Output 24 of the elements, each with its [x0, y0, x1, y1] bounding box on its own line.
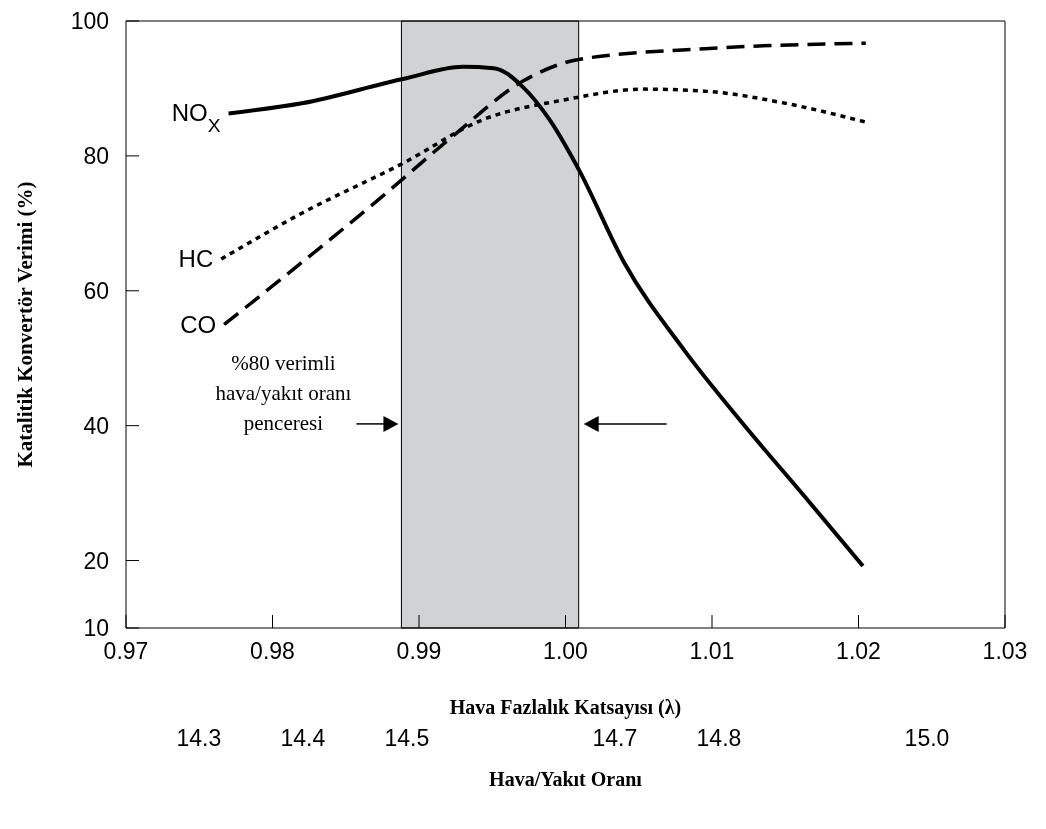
y-tick-label: 40: [83, 412, 109, 439]
y-tick-label: 20: [83, 547, 109, 574]
y-tick-label: 80: [83, 143, 109, 170]
x-tick-label: 1.00: [543, 638, 588, 665]
y-tick-label: 100: [70, 8, 109, 35]
x2-tick-label: 14.4: [280, 725, 326, 751]
x-tick-label: 0.99: [396, 638, 442, 665]
x-tick-label: 1.03: [982, 638, 1028, 665]
x-tick-label: 1.01: [689, 638, 735, 665]
x2-tick-label: 14.3: [176, 725, 222, 751]
series-label: CO: [180, 310, 217, 338]
series-label: NO$_{X}$: [171, 99, 221, 136]
series-label: HC: [178, 245, 214, 273]
x2-tick-label: 14.5: [384, 725, 430, 751]
x2-tick-label: 14.8: [696, 725, 742, 751]
x2-tick-label: 15.0: [904, 725, 950, 751]
x-axis-title: Hava Fazlalık Katsayısı (λ): [449, 696, 682, 719]
x2-tick-label: 14.7: [592, 725, 638, 751]
band-label: %80 verimli hava/yakıt oranı penceresi: [215, 350, 352, 435]
x-tick-label: 0.98: [250, 638, 295, 665]
x-tick-label: 1.02: [836, 638, 881, 665]
x2-axis-title: Hava/Yakıt Oranı: [489, 768, 643, 790]
y-axis-title: Katalitik Konvertör Verimi (%): [13, 181, 38, 468]
y-tick-label: 60: [83, 277, 109, 304]
